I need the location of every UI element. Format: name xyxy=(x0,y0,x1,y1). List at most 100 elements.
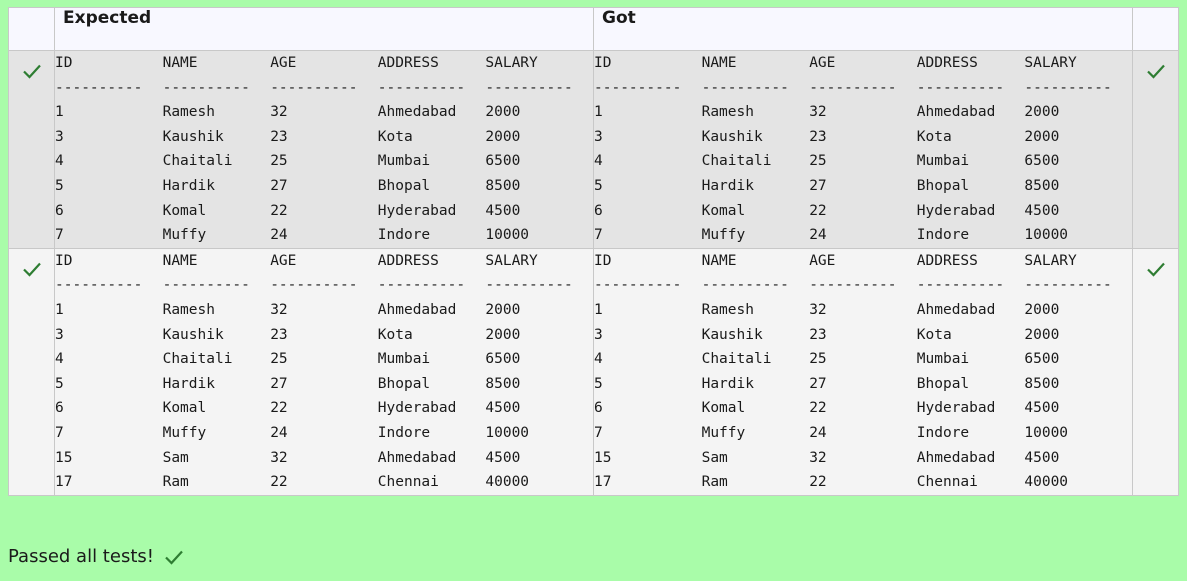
data-line: 1 Ramesh 32 Ahmedabad 2000 xyxy=(594,298,1132,323)
column-header-line: ID NAME AGE ADDRESS SALARY xyxy=(55,249,593,274)
got-output: ID NAME AGE ADDRESS SALARY ---------- --------… xyxy=(593,247,1133,496)
cell: 22 xyxy=(809,474,827,491)
separator: ---------- xyxy=(377,79,466,96)
header-check-cell xyxy=(8,7,55,51)
cell: 2000 xyxy=(485,301,521,318)
cell: 4500 xyxy=(485,449,521,466)
data-line: 3 Kaushik 23 Kota 2000 xyxy=(55,323,593,348)
cell: 17 xyxy=(594,474,612,491)
cell: 4 xyxy=(594,351,603,368)
cell: 3 xyxy=(594,128,603,145)
cell: Chaitali xyxy=(162,153,233,170)
pass-indicator-right xyxy=(1132,50,1179,249)
cell: Kaushik xyxy=(701,128,763,145)
data-line: 5 Hardik 27 Bhopal 8500 xyxy=(55,174,593,199)
cell: 22 xyxy=(270,202,288,219)
cell: AGE xyxy=(270,55,297,71)
data-line: 3 Kaushik 23 Kota 2000 xyxy=(55,125,593,150)
expected-output: ID NAME AGE ADDRESS SALARY ---------- --------… xyxy=(54,50,594,249)
cell: Kota xyxy=(377,128,413,145)
column-header-line: ID NAME AGE ADDRESS SALARY xyxy=(594,51,1132,76)
cell: NAME xyxy=(162,55,198,71)
cell: 6 xyxy=(594,202,603,219)
data-line: 4 Chaitali 25 Mumbai 6500 xyxy=(594,149,1132,174)
cell: AGE xyxy=(270,252,297,269)
cell: ADDRESS xyxy=(916,55,978,71)
separator: ---------- xyxy=(485,79,573,96)
cell: 23 xyxy=(809,326,827,343)
cell: 23 xyxy=(270,128,288,145)
cell: 4 xyxy=(55,351,64,368)
cell: Sam xyxy=(162,449,189,466)
cell: 32 xyxy=(809,449,827,466)
cell: 32 xyxy=(809,301,827,318)
separator: ---------- xyxy=(377,277,466,294)
data-line: 5 Hardik 27 Bhopal 8500 xyxy=(594,372,1132,397)
cell: 7 xyxy=(594,227,603,244)
cell: 27 xyxy=(270,177,288,194)
cell: 5 xyxy=(594,177,603,194)
cell: 2000 xyxy=(1024,128,1060,145)
cell: SALARY xyxy=(1024,55,1077,71)
column-header-line: ID NAME AGE ADDRESS SALARY xyxy=(594,249,1132,274)
cell: Hardik xyxy=(701,375,754,392)
separator: ---------- xyxy=(1024,277,1112,294)
cell: Indore xyxy=(377,424,431,441)
cell: 1 xyxy=(55,104,64,121)
cell: Muffy xyxy=(162,424,207,441)
header-got: Got xyxy=(593,7,1133,51)
data-line: 4 Chaitali 25 Mumbai 6500 xyxy=(55,149,593,174)
separator-line: ---------- ---------- ---------- ----------… xyxy=(594,76,1132,101)
cell: ADDRESS xyxy=(916,252,978,269)
cell: 24 xyxy=(270,424,288,441)
separator-line: ---------- ---------- ---------- ----------… xyxy=(594,273,1132,298)
cell: 1 xyxy=(594,301,603,318)
data-line: 7 Muffy 24 Indore 10000 xyxy=(594,223,1132,248)
pass-indicator xyxy=(8,50,55,249)
cell: Mumbai xyxy=(377,153,431,170)
separator: ---------- xyxy=(594,277,682,294)
cell: 4500 xyxy=(1024,400,1060,417)
cell: 2000 xyxy=(1024,301,1060,318)
cell: Ram xyxy=(162,474,189,491)
cell: 23 xyxy=(270,326,288,343)
cell: Ramesh xyxy=(162,104,215,121)
cell: Ramesh xyxy=(701,104,754,121)
data-line: 5 Hardik 27 Bhopal 8500 xyxy=(55,372,593,397)
cell: Ram xyxy=(701,474,728,491)
cell: 1 xyxy=(594,104,603,121)
cell: AGE xyxy=(809,55,836,71)
cell: Bhopal xyxy=(916,177,970,194)
cell: 24 xyxy=(809,227,827,244)
cell: Chennai xyxy=(377,474,439,491)
cell: Hyderabad xyxy=(377,202,457,219)
cell: 4500 xyxy=(1024,202,1060,219)
check-icon xyxy=(22,262,41,277)
separator: ---------- xyxy=(809,79,897,96)
cell: SALARY xyxy=(485,252,538,269)
cell: Ramesh xyxy=(162,301,215,318)
test-row: ID NAME AGE ADDRESS SALARY ---------- --------… xyxy=(8,50,1179,249)
cell: Kota xyxy=(377,326,413,343)
cell: Indore xyxy=(377,227,431,244)
cell: 6500 xyxy=(1024,153,1060,170)
cell: Muffy xyxy=(701,424,746,441)
cell: Indore xyxy=(916,227,970,244)
cell: 6 xyxy=(55,202,64,219)
cell: 5 xyxy=(55,375,64,392)
cell: 6 xyxy=(55,400,64,417)
cell: Muffy xyxy=(162,227,207,244)
cell: 24 xyxy=(270,227,288,244)
cell: Hyderabad xyxy=(377,400,457,417)
cell: 32 xyxy=(809,104,827,121)
cell: 22 xyxy=(809,202,827,219)
cell: Bhopal xyxy=(916,375,970,392)
cell: 10000 xyxy=(1024,424,1069,441)
cell: 32 xyxy=(270,301,288,318)
cell: Ahmedabad xyxy=(916,301,996,318)
cell: 15 xyxy=(55,449,73,466)
cell: Mumbai xyxy=(377,351,431,368)
data-line: 7 Muffy 24 Indore 10000 xyxy=(55,223,593,248)
cell: Komal xyxy=(701,202,746,219)
cell: SALARY xyxy=(1024,252,1077,269)
